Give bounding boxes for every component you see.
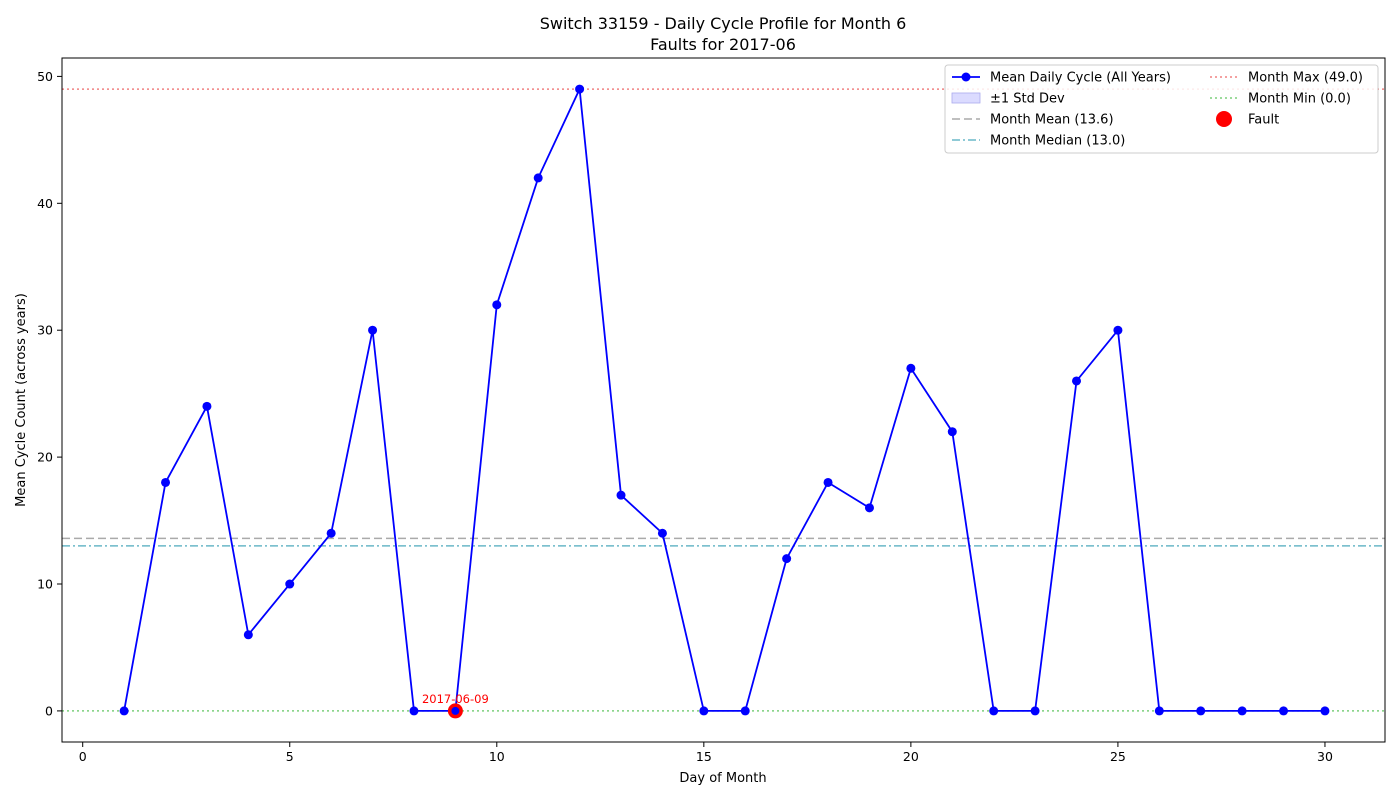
data-point-day-8 [409,706,419,716]
data-point-day-12 [575,84,585,94]
data-point-day-17 [782,554,792,564]
data-point-day-6 [326,528,336,538]
data-point-day-20 [906,363,916,373]
data-point-day-7 [368,325,378,335]
y-tick-label-40: 40 [37,196,53,211]
legend-label: Fault [1248,113,1279,128]
data-point-day-21 [947,427,957,437]
data-point-day-22 [989,706,999,716]
y-tick-label-50: 50 [37,69,53,84]
y-tick-label-20: 20 [37,450,53,465]
x-tick-label-0: 0 [79,749,87,764]
data-point-day-25 [1113,325,1123,335]
legend-swatch-dot [1216,111,1232,127]
x-tick-label-30: 30 [1317,749,1333,764]
data-point-day-3 [202,401,212,411]
plot-frame [61,57,1386,743]
series-line-0 [123,85,1325,712]
chart-title: Switch 33159 - Daily Cycle Profile for M… [540,14,907,33]
data-point-day-5 [285,579,295,589]
y-tick-label-0: 0 [45,703,53,718]
legend-item-0: Mean Daily Cycle (All Years) [952,71,1171,86]
x-tick-label-10: 10 [489,749,505,764]
fault-label-0: 2017-06-09 [422,692,489,706]
legend-swatch-band [951,92,981,104]
legend-label: Month Min (0.0) [1248,92,1351,107]
data-point-day-4 [243,630,253,640]
plot-area: 2017-06-09 0 5 10 15 20 25 30 0 10 20 30 40 50 [37,57,1386,764]
x-tick-label-25: 25 [1110,749,1126,764]
x-tick-label-20: 20 [903,749,919,764]
y-tick-label-30: 30 [37,323,53,338]
data-point-day-19 [864,503,874,513]
data-point-day-15 [699,706,709,716]
legend-label: Mean Daily Cycle (All Years) [990,71,1171,86]
legend-item-6: Fault [1216,111,1279,128]
data-point-day-14 [657,528,667,538]
data-point-day-18 [823,477,833,487]
y-axis-label: Mean Cycle Count (across years) [14,293,29,507]
data-point-day-11 [533,173,543,183]
y-tick-label-10: 10 [37,577,53,592]
data-point-day-24 [1072,376,1082,386]
chart-subtitle: Faults for 2017-06 [650,35,796,54]
fault-point-0 [451,706,460,715]
legend-frame [944,64,1379,154]
legend-label: Month Max (49.0) [1248,71,1363,86]
x-axis-label: Day of Month [679,771,766,786]
data-point-day-29 [1279,706,1289,716]
legend-label: Month Median (13.0) [990,134,1125,149]
x-tick-label-5: 5 [286,749,294,764]
data-point-day-26 [1154,706,1164,716]
data-point-day-2 [161,477,171,487]
data-point-day-30 [1320,706,1330,716]
data-point-day-10 [492,300,502,310]
legend-item-1: ±1 Std Dev [951,92,1065,107]
data-point-day-27 [1196,706,1206,716]
legend-item-3: Month Median (13.0) [952,134,1125,149]
legend-item-2: Month Mean (13.6) [952,113,1114,128]
legend-swatch-marker [961,72,971,82]
data-point-day-23 [1030,706,1040,716]
legend-item-4: Month Max (49.0) [1210,71,1363,86]
data-point-day-13 [616,490,626,500]
data-point-day-28 [1237,706,1247,716]
data-point-day-16 [740,706,750,716]
x-tick-label-15: 15 [696,749,712,764]
legend-item-5: Month Min (0.0) [1210,92,1351,107]
data-point-day-1 [119,706,129,716]
legend-label: Month Mean (13.6) [990,113,1114,128]
legend: Mean Daily Cycle (All Years) ±1 Std Dev Mo… [944,64,1379,154]
legend-label: ±1 Std Dev [990,92,1065,107]
